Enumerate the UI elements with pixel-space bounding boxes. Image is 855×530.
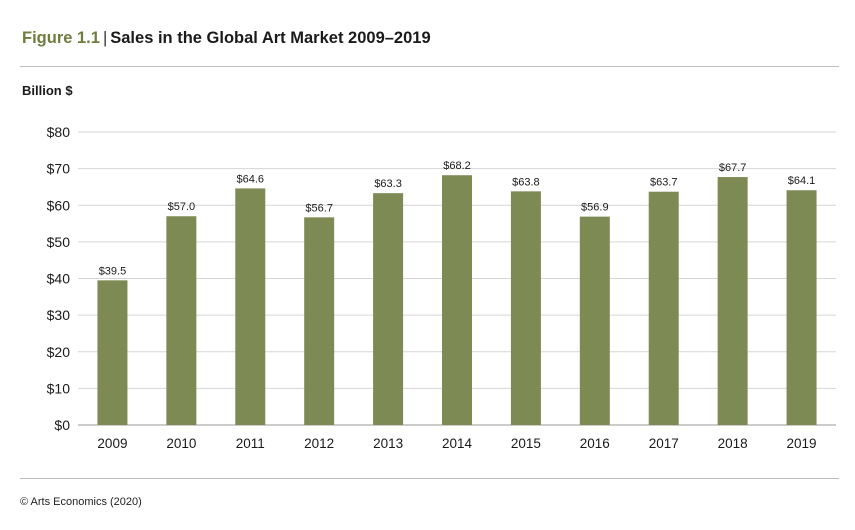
x-axis-tick-labels: 2009 2010 2011 2012 2013 2014 2015 2016 2017 2018… [97,436,816,451]
data-label: $63.3 [374,178,402,190]
data-labels: $39.5 $57.0 $64.6 $56.7 $63.3 $68.2 $63.8 $56.9… [99,160,816,277]
y-tick-label: $60 [47,197,71,213]
x-tick-label: 2010 [166,436,196,451]
x-tick-label: 2016 [580,436,610,451]
bar-2012 [304,217,335,425]
x-tick-label: 2018 [718,436,748,451]
data-label: $64.6 [237,173,265,185]
x-tick-label: 2017 [649,436,679,451]
bars [97,175,817,425]
data-label: $56.9 [581,202,609,214]
data-label: $56.7 [305,202,333,214]
x-tick-label: 2015 [511,436,541,451]
bottom-divider [20,478,839,479]
bar-2010 [166,216,197,425]
title-separator: | [102,29,108,47]
bar-2013 [373,193,404,425]
data-label: $68.2 [443,160,471,172]
chart-title: Sales in the Global Art Market 2009–2019 [110,29,431,47]
y-axis-tick-labels: $0 $10 $20 $30 $40 $50 $60 $70 $80 [47,124,71,433]
x-tick-label: 2011 [236,436,265,451]
bar-2009 [97,280,128,425]
data-label: $63.8 [512,176,540,188]
y-tick-label: $20 [47,344,71,360]
y-tick-label: $40 [47,271,71,287]
data-label: $64.1 [788,175,816,187]
bar-2018 [717,177,748,425]
y-tick-label: $0 [54,417,70,433]
x-tick-label: 2009 [97,436,127,451]
data-label: $63.7 [650,177,678,189]
figure-number: Figure 1.1 [22,29,100,47]
bar-2019 [786,190,817,425]
y-tick-label: $30 [47,307,71,323]
data-label: $67.7 [719,162,747,174]
y-tick-label: $50 [47,234,71,250]
x-tick-label: 2012 [304,436,334,451]
y-tick-label: $70 [47,161,71,177]
bar-2015 [510,191,541,425]
data-label: $39.5 [99,265,127,277]
figure-header: Figure 1.1 | Sales in the Global Art Marke… [22,29,431,48]
bar-2011 [235,188,266,425]
y-tick-label: $10 [47,380,71,396]
y-axis-unit-label: Billion $ [22,83,73,98]
data-label: $57.0 [168,201,196,213]
bar-2014 [442,175,472,425]
source-note: © Arts Economics (2020) [20,496,142,508]
y-tick-label: $80 [47,124,71,140]
top-divider [20,66,839,67]
x-tick-label: 2014 [442,436,473,451]
bar-2016 [579,216,610,425]
x-tick-label: 2013 [373,436,403,451]
bar-2017 [648,191,679,425]
x-tick-label: 2019 [787,436,817,451]
